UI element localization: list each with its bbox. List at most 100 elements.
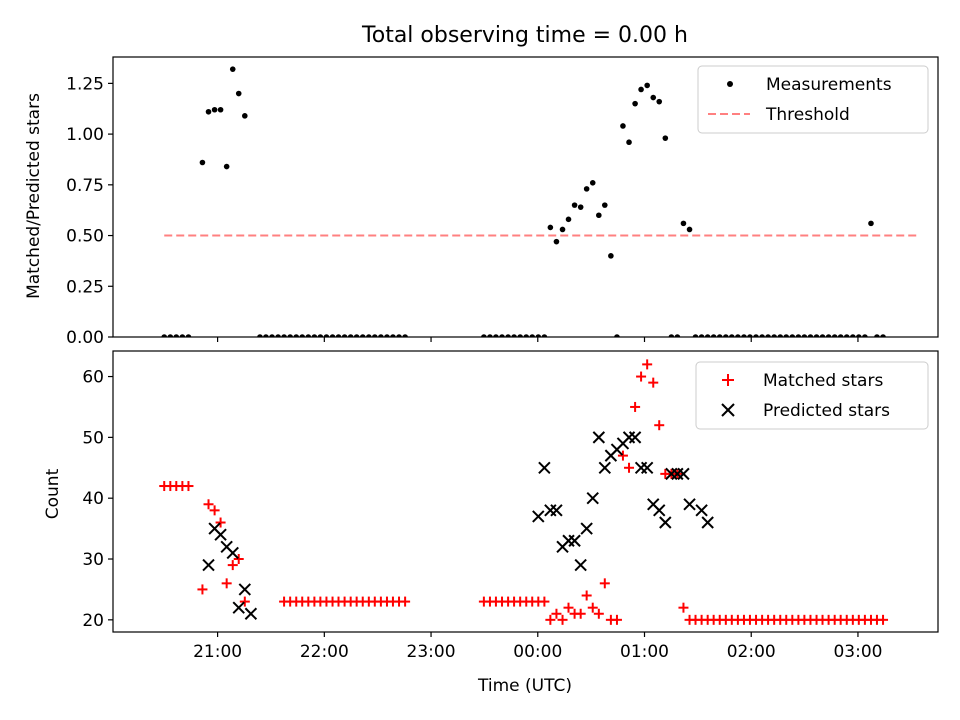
matched-stars-point <box>636 371 647 382</box>
measurement-point <box>402 334 408 337</box>
measurement-point <box>577 204 584 210</box>
measurement-point <box>275 334 281 337</box>
measurement-point <box>366 334 372 337</box>
matched-stars-point <box>581 590 592 601</box>
measurement-point <box>281 334 287 337</box>
measurement-point <box>692 334 699 337</box>
count-y-tick-label: 40 <box>82 489 104 509</box>
measurement-point <box>674 334 681 337</box>
measurement-point <box>185 334 192 337</box>
measurement-point <box>843 334 850 337</box>
measurement-point <box>199 159 206 166</box>
time-x-axis-label: Time (UTC) <box>477 676 572 696</box>
predicted-stars-point <box>628 431 642 444</box>
measurement-point <box>880 334 886 337</box>
measurement-point <box>710 334 717 337</box>
measurement-point <box>596 212 602 219</box>
measurement-point <box>837 334 844 337</box>
predicted-stars-point <box>586 491 599 505</box>
predicted-stars-point <box>592 431 606 444</box>
matched-stars-point <box>575 608 586 619</box>
measurement-point <box>305 334 312 337</box>
time-x-tick-label: 03:00 <box>833 642 882 662</box>
ratio-y-tick-label: 0.50 <box>66 227 104 247</box>
measurement-point <box>287 334 293 337</box>
matched-stars-point <box>678 602 689 613</box>
measurement-point <box>789 334 796 337</box>
measurement-point <box>229 66 236 72</box>
matched-stars-point <box>215 517 226 528</box>
measurement-point <box>686 226 693 233</box>
ratio-plot-area: 0.00 0.25 0.50 0.75 1.00 1.25 <box>66 56 939 348</box>
predicted-stars-point <box>232 601 245 614</box>
measurement-point <box>523 334 530 337</box>
measurement-point <box>223 163 230 170</box>
predicted-stars-point <box>677 467 690 481</box>
measurements-legend-marker <box>727 81 733 87</box>
measurement-point <box>505 334 511 337</box>
matched-stars-point <box>227 560 238 571</box>
measurement-point <box>626 139 632 146</box>
measurement-point <box>372 334 378 337</box>
chart-title: Total observing time = 0.00 h <box>361 23 688 48</box>
ratio-y-tick-label: 0.00 <box>66 328 104 348</box>
measurement-point <box>783 334 790 337</box>
measurement-point <box>856 334 862 337</box>
measurement-point <box>819 334 826 337</box>
measurement-point <box>753 334 759 337</box>
measurement-point <box>311 334 318 337</box>
measurement-point <box>850 334 856 337</box>
predicted-stars-point <box>214 528 227 541</box>
measurement-point <box>535 334 542 337</box>
measurement-point <box>723 334 729 337</box>
predicted-stars-point <box>659 516 672 529</box>
measurement-point <box>211 106 218 113</box>
measurement-point <box>547 224 554 231</box>
matched-stars-point <box>642 359 653 370</box>
measurement-point <box>347 334 354 337</box>
measurement-point <box>704 334 711 337</box>
measurement-point <box>378 334 384 337</box>
matched-stars-point <box>545 614 556 625</box>
measurement-point <box>601 202 608 208</box>
matched-stars-point <box>611 614 622 625</box>
ratio-y-tick-label: 0.25 <box>66 277 104 297</box>
measurement-point <box>390 334 396 337</box>
measurement-point <box>205 108 212 115</box>
matched-stars-point <box>221 578 232 589</box>
count-y-tick-label: 20 <box>82 611 104 631</box>
measurement-point <box>329 334 336 337</box>
measurement-point <box>825 334 832 337</box>
predicted-stars-point <box>701 516 714 529</box>
measurement-point <box>747 334 753 337</box>
predicted-stars-point <box>653 504 666 517</box>
matched-stars-point <box>630 401 641 412</box>
measurement-point <box>608 253 614 259</box>
measurement-point <box>735 334 741 337</box>
measurement-point <box>173 334 180 337</box>
matched-stars-point <box>648 377 659 388</box>
measurement-point <box>559 226 566 233</box>
time-x-tick-label: 23:00 <box>407 642 456 662</box>
measurement-point <box>269 334 275 337</box>
measurement-point <box>650 94 657 101</box>
measurement-point <box>323 334 330 337</box>
count-axes-frame <box>112 350 939 633</box>
measurement-point <box>396 334 402 337</box>
matched-stars-point <box>654 420 665 431</box>
matched-stars-point <box>239 596 250 607</box>
measurement-point <box>777 334 784 337</box>
matched-stars-point <box>878 614 889 625</box>
matched-legend-marker <box>722 374 734 386</box>
predicted-stars-point <box>538 461 551 474</box>
ratio-y-tick-label: 0.75 <box>66 176 104 196</box>
measurement-point <box>565 216 572 223</box>
measurement-point <box>179 334 186 337</box>
measurement-point <box>813 334 820 337</box>
measurement-point <box>335 334 342 337</box>
measurement-point <box>583 186 590 192</box>
measurement-point <box>242 113 248 119</box>
measurement-point <box>341 334 348 337</box>
ratio-data-layer <box>161 66 917 337</box>
predicted-legend-label: Predicted stars <box>763 401 890 421</box>
